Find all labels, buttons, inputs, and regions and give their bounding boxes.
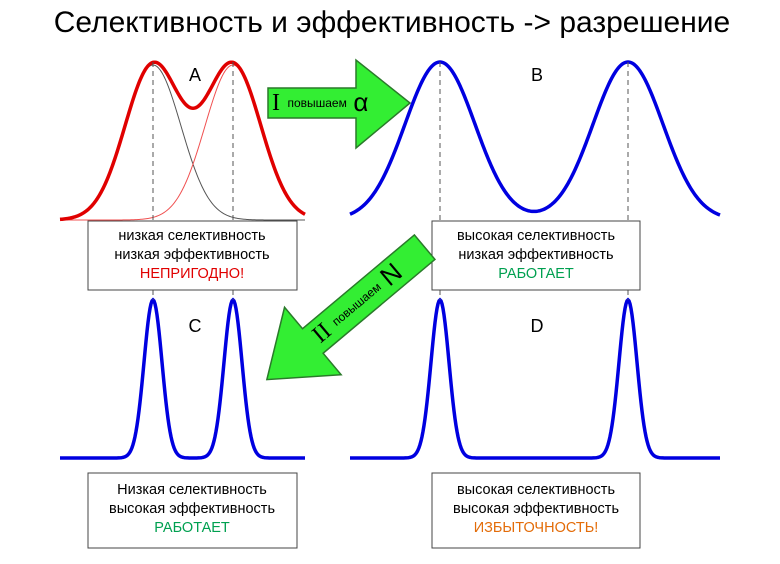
peak-curve [59, 60, 306, 222]
box-b: высокая селективность низкая эффективнос… [431, 220, 641, 291]
curves [59, 60, 721, 460]
panel-label: B [531, 65, 543, 85]
box-line: высокая селективность [457, 482, 615, 498]
box-line: низкая селективность [118, 228, 265, 244]
arrow-label: I повышаем α [272, 87, 368, 117]
box-c: Низкая селективность высокая эффективнос… [87, 472, 298, 549]
box-line: высокая эффективность [109, 501, 275, 517]
box [87, 220, 298, 291]
guides [152, 62, 629, 300]
box-line: низкая эффективность [458, 247, 613, 263]
box-line: высокая селективность [457, 228, 615, 244]
box [431, 220, 641, 291]
peak-curve [350, 297, 720, 460]
arrow-n: II повышаем N [265, 233, 437, 381]
panel-label: A [189, 65, 201, 85]
box-status: РАБОТАЕТ [498, 266, 574, 282]
box-line: высокая эффективность [453, 501, 619, 517]
box-a: низкая селективность низкая эффективност… [87, 220, 298, 291]
peak-curve [349, 60, 721, 217]
box-status: НЕПРИГОДНО! [140, 266, 244, 282]
box-line: низкая эффективность [114, 247, 269, 263]
box-status: ИЗБЫТОЧНОСТЬ! [474, 520, 599, 536]
arrow [265, 233, 437, 381]
arrow-numeral: I [272, 90, 280, 116]
peak-curve [60, 297, 305, 460]
panel-label: D [531, 316, 544, 336]
box [431, 472, 641, 549]
arrow-symbol: α [353, 87, 368, 117]
box-line: Низкая селективность [117, 482, 267, 498]
title: Селективность и эффективность -> разреше… [54, 6, 730, 39]
panel-label: C [189, 316, 202, 336]
arrow-alpha: I повышаем α [267, 58, 412, 150]
arrow-text: повышаем [287, 96, 346, 110]
box [87, 472, 298, 549]
box-status: РАБОТАЕТ [154, 520, 230, 536]
arrow [267, 58, 412, 150]
box-d: высокая селективность высокая эффективно… [431, 472, 641, 549]
